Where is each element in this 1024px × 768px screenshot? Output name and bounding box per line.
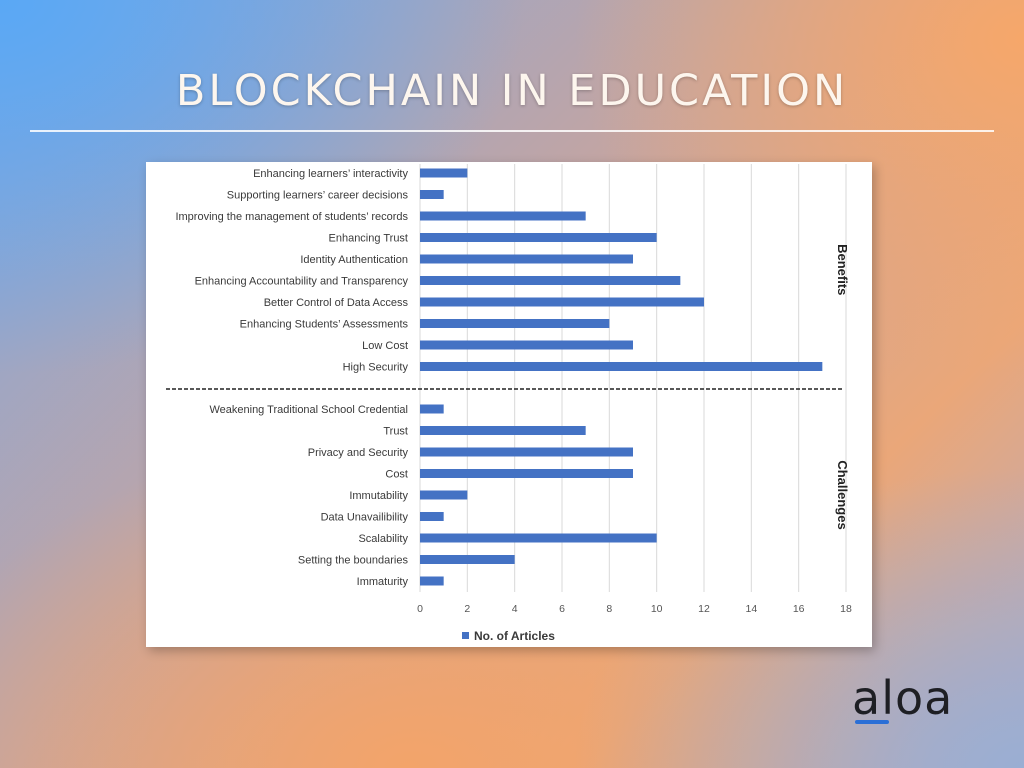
bar-chart: Enhancing learners’ interactivity Support… xyxy=(166,164,852,643)
x-tick-label: 6 xyxy=(559,603,565,615)
bar xyxy=(420,426,586,435)
category-label: Weakening Traditional School Credential xyxy=(209,404,408,416)
x-tick-label: 0 xyxy=(417,603,423,615)
x-tick-label: 10 xyxy=(651,603,663,615)
aloa-logo[interactable]: aloa xyxy=(852,672,992,732)
x-tick-label: 2 xyxy=(464,603,470,615)
bar xyxy=(420,555,515,564)
bar xyxy=(420,533,657,543)
category-label: High Security xyxy=(343,362,409,374)
x-tick-label: 12 xyxy=(698,603,710,615)
x-tick-label: 14 xyxy=(745,603,757,615)
bar xyxy=(420,469,633,478)
category-label: Improving the management of students’ re… xyxy=(175,211,408,223)
logo-underline xyxy=(855,720,889,724)
group-label: Challenges xyxy=(835,460,850,529)
bar xyxy=(420,404,444,414)
category-label: Privacy and Security xyxy=(308,447,409,459)
legend-swatch xyxy=(462,632,469,639)
bar xyxy=(420,512,444,521)
category-label: Enhancing Students’ Assessments xyxy=(240,319,409,331)
x-tick-label: 8 xyxy=(606,603,612,615)
category-label: Setting the boundaries xyxy=(298,555,409,567)
title-divider xyxy=(30,130,994,132)
logo-text: aloa xyxy=(852,671,954,725)
category-label: Trust xyxy=(383,426,408,438)
group-label: Benefits xyxy=(835,244,850,295)
bar xyxy=(420,254,633,264)
bar xyxy=(420,297,704,307)
bar xyxy=(420,319,610,328)
x-tick-label: 18 xyxy=(840,603,852,615)
bar xyxy=(420,211,586,221)
chart-card: Enhancing learners’ interactivity Support… xyxy=(146,162,872,647)
x-tick-label: 16 xyxy=(793,603,805,615)
category-label: Enhancing learners’ interactivity xyxy=(253,168,408,180)
category-label: Enhancing Accountability and Transparenc… xyxy=(195,276,409,288)
bar xyxy=(420,340,633,350)
bar xyxy=(420,362,823,371)
bar xyxy=(420,490,468,500)
category-label: Supporting learners’ career decisions xyxy=(227,190,409,202)
category-label: Data Unavailibility xyxy=(321,512,409,524)
category-label: Better Control of Data Access xyxy=(264,297,409,309)
x-tick-label: 4 xyxy=(512,603,518,615)
category-label: Low Cost xyxy=(362,340,408,352)
bar xyxy=(420,168,468,178)
bar xyxy=(420,190,444,199)
category-label: Immutability xyxy=(349,490,408,502)
category-label: Enhancing Trust xyxy=(329,233,409,245)
category-label: Identity Authentication xyxy=(300,254,408,266)
page-title: BLOCKCHAIN IN EDUCATION xyxy=(175,66,849,116)
bar xyxy=(420,576,444,586)
bar xyxy=(420,276,681,285)
category-label: Scalability xyxy=(358,533,408,545)
category-label: Immaturity xyxy=(357,576,409,588)
category-label: Cost xyxy=(385,469,408,481)
legend-label: No. of Articles xyxy=(474,629,555,643)
bar xyxy=(420,233,657,242)
bar xyxy=(420,447,633,457)
